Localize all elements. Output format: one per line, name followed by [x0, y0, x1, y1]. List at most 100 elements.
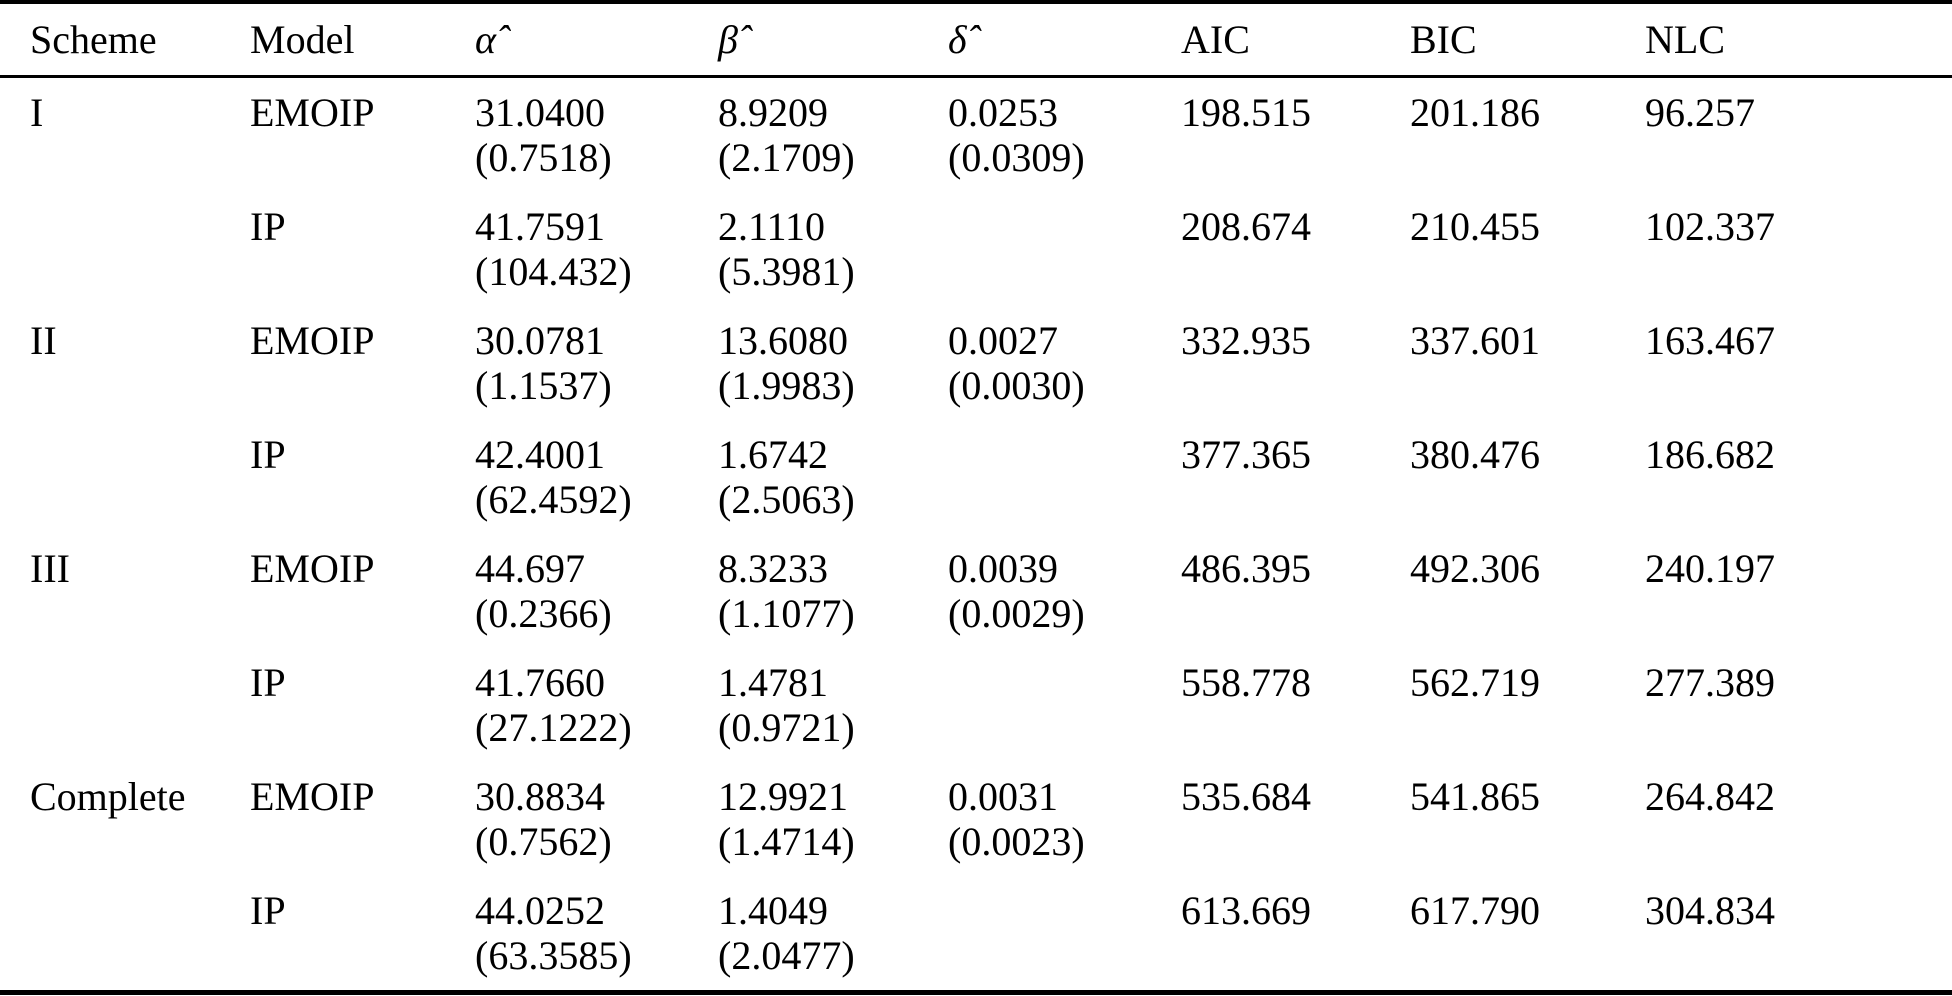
table-row: IP 42.4001 (62.4592) 1.6742 (2.5063) 377.3… [0, 420, 1952, 534]
beta-std-error: (1.9983) [718, 363, 855, 408]
nlc-cell: 186.682 [1645, 432, 1775, 477]
model-cell: EMOIP [250, 762, 475, 876]
header-model: Model [250, 17, 355, 62]
scheme-cell: III [0, 534, 250, 648]
model-cell: IP [250, 192, 475, 306]
alpha-cell: 44.0252 (63.3585) [475, 876, 718, 993]
alpha-cell: 41.7591 (104.432) [475, 192, 718, 306]
alpha-std-error: (0.2366) [475, 591, 612, 636]
delta-std-error: (0.0023) [948, 819, 1085, 864]
scheme-label: I [30, 90, 44, 135]
scheme-cell [0, 192, 250, 306]
scheme-label: Complete [30, 774, 186, 819]
beta-cell: 1.4781 (0.9721) [718, 648, 948, 762]
table-row: I EMOIP 31.0400 (0.7518) 8.9209 (2.1709) 0… [0, 77, 1952, 193]
alpha-std-error: (0.7562) [475, 819, 612, 864]
header-aic: AIC [1181, 17, 1250, 62]
scheme-cell [0, 648, 250, 762]
beta-std-error: (0.9721) [718, 705, 855, 750]
header-row: Scheme Model α̂ β̂ δ̂ AIC BIC NLC [0, 2, 1952, 77]
aic-cell: 535.684 [1181, 774, 1311, 819]
model-label: EMOIP [250, 318, 375, 363]
model-label: EMOIP [250, 90, 375, 135]
delta-cell [948, 876, 1181, 993]
header-scheme: Scheme [30, 17, 157, 62]
nlc-cell: 264.842 [1645, 774, 1775, 819]
delta-cell [948, 192, 1181, 306]
scheme-cell [0, 876, 250, 993]
bic-cell: 380.476 [1410, 432, 1540, 477]
header-alpha-hat: α̂ [475, 17, 496, 62]
beta-cell: 8.3233 (1.1077) [718, 534, 948, 648]
model-label: IP [250, 204, 286, 249]
model-label: EMOIP [250, 546, 375, 591]
scheme-cell: II [0, 306, 250, 420]
alpha-cell: 30.0781 (1.1537) [475, 306, 718, 420]
beta-std-error: (1.1077) [718, 591, 855, 636]
alpha-cell: 42.4001 (62.4592) [475, 420, 718, 534]
beta-std-error: (5.3981) [718, 249, 855, 294]
header-nlc: NLC [1645, 17, 1725, 62]
alpha-cell: 41.7660 (27.1222) [475, 648, 718, 762]
aic-cell: 332.935 [1181, 318, 1311, 363]
delta-cell [948, 420, 1181, 534]
table-row: III EMOIP 44.697 (0.2366) 8.3233 (1.1077) … [0, 534, 1952, 648]
table-row: IP 41.7660 (27.1222) 1.4781 (0.9721) 558.7… [0, 648, 1952, 762]
alpha-cell: 30.8834 (0.7562) [475, 762, 718, 876]
aic-cell: 613.669 [1181, 888, 1311, 933]
model-label: IP [250, 660, 286, 705]
model-label: IP [250, 888, 286, 933]
bic-cell: 617.790 [1410, 888, 1540, 933]
bic-cell: 337.601 [1410, 318, 1540, 363]
aic-cell: 486.395 [1181, 546, 1311, 591]
model-label: IP [250, 432, 286, 477]
nlc-cell: 163.467 [1645, 318, 1775, 363]
aic-cell: 198.515 [1181, 90, 1311, 135]
bic-cell: 201.186 [1410, 90, 1540, 135]
delta-cell: 0.0027 (0.0030) [948, 306, 1181, 420]
nlc-cell: 96.257 [1645, 90, 1755, 135]
delta-cell: 0.0253 (0.0309) [948, 77, 1181, 193]
beta-std-error: (2.1709) [718, 135, 855, 180]
nlc-cell: 304.834 [1645, 888, 1775, 933]
beta-cell: 1.4049 (2.0477) [718, 876, 948, 993]
model-label: EMOIP [250, 774, 375, 819]
scheme-cell: I [0, 77, 250, 193]
beta-std-error: (2.0477) [718, 933, 855, 978]
bic-cell: 210.455 [1410, 204, 1540, 249]
aic-cell: 558.778 [1181, 660, 1311, 705]
beta-std-error: (2.5063) [718, 477, 855, 522]
alpha-std-error: (0.7518) [475, 135, 612, 180]
header-delta-hat: δ̂ [948, 17, 967, 62]
scheme-cell [0, 420, 250, 534]
alpha-cell: 44.697 (0.2366) [475, 534, 718, 648]
delta-cell: 0.0039 (0.0029) [948, 534, 1181, 648]
bic-cell: 492.306 [1410, 546, 1540, 591]
delta-std-error: (0.0029) [948, 591, 1085, 636]
beta-cell: 8.9209 (2.1709) [718, 77, 948, 193]
table-row: IP 41.7591 (104.432) 2.1110 (5.3981) 208.6… [0, 192, 1952, 306]
header-beta-hat: β̂ [718, 17, 738, 62]
nlc-cell: 240.197 [1645, 546, 1775, 591]
bic-cell: 541.865 [1410, 774, 1540, 819]
beta-cell: 12.9921 (1.4714) [718, 762, 948, 876]
scheme-cell: Complete [0, 762, 250, 876]
model-cell: IP [250, 648, 475, 762]
model-cell: IP [250, 420, 475, 534]
alpha-std-error: (27.1222) [475, 705, 632, 750]
model-cell: EMOIP [250, 306, 475, 420]
delta-cell: 0.0031 (0.0023) [948, 762, 1181, 876]
alpha-std-error: (104.432) [475, 249, 632, 294]
alpha-cell: 31.0400 (0.7518) [475, 77, 718, 193]
beta-std-error: (1.4714) [718, 819, 855, 864]
table-row: Complete EMOIP 30.8834 (0.7562) 12.9921 (1… [0, 762, 1952, 876]
beta-cell: 13.6080 (1.9983) [718, 306, 948, 420]
bic-cell: 562.719 [1410, 660, 1540, 705]
scheme-label: II [30, 318, 57, 363]
beta-cell: 2.1110 (5.3981) [718, 192, 948, 306]
model-cell: IP [250, 876, 475, 993]
model-cell: EMOIP [250, 77, 475, 193]
nlc-cell: 102.337 [1645, 204, 1775, 249]
beta-cell: 1.6742 (2.5063) [718, 420, 948, 534]
